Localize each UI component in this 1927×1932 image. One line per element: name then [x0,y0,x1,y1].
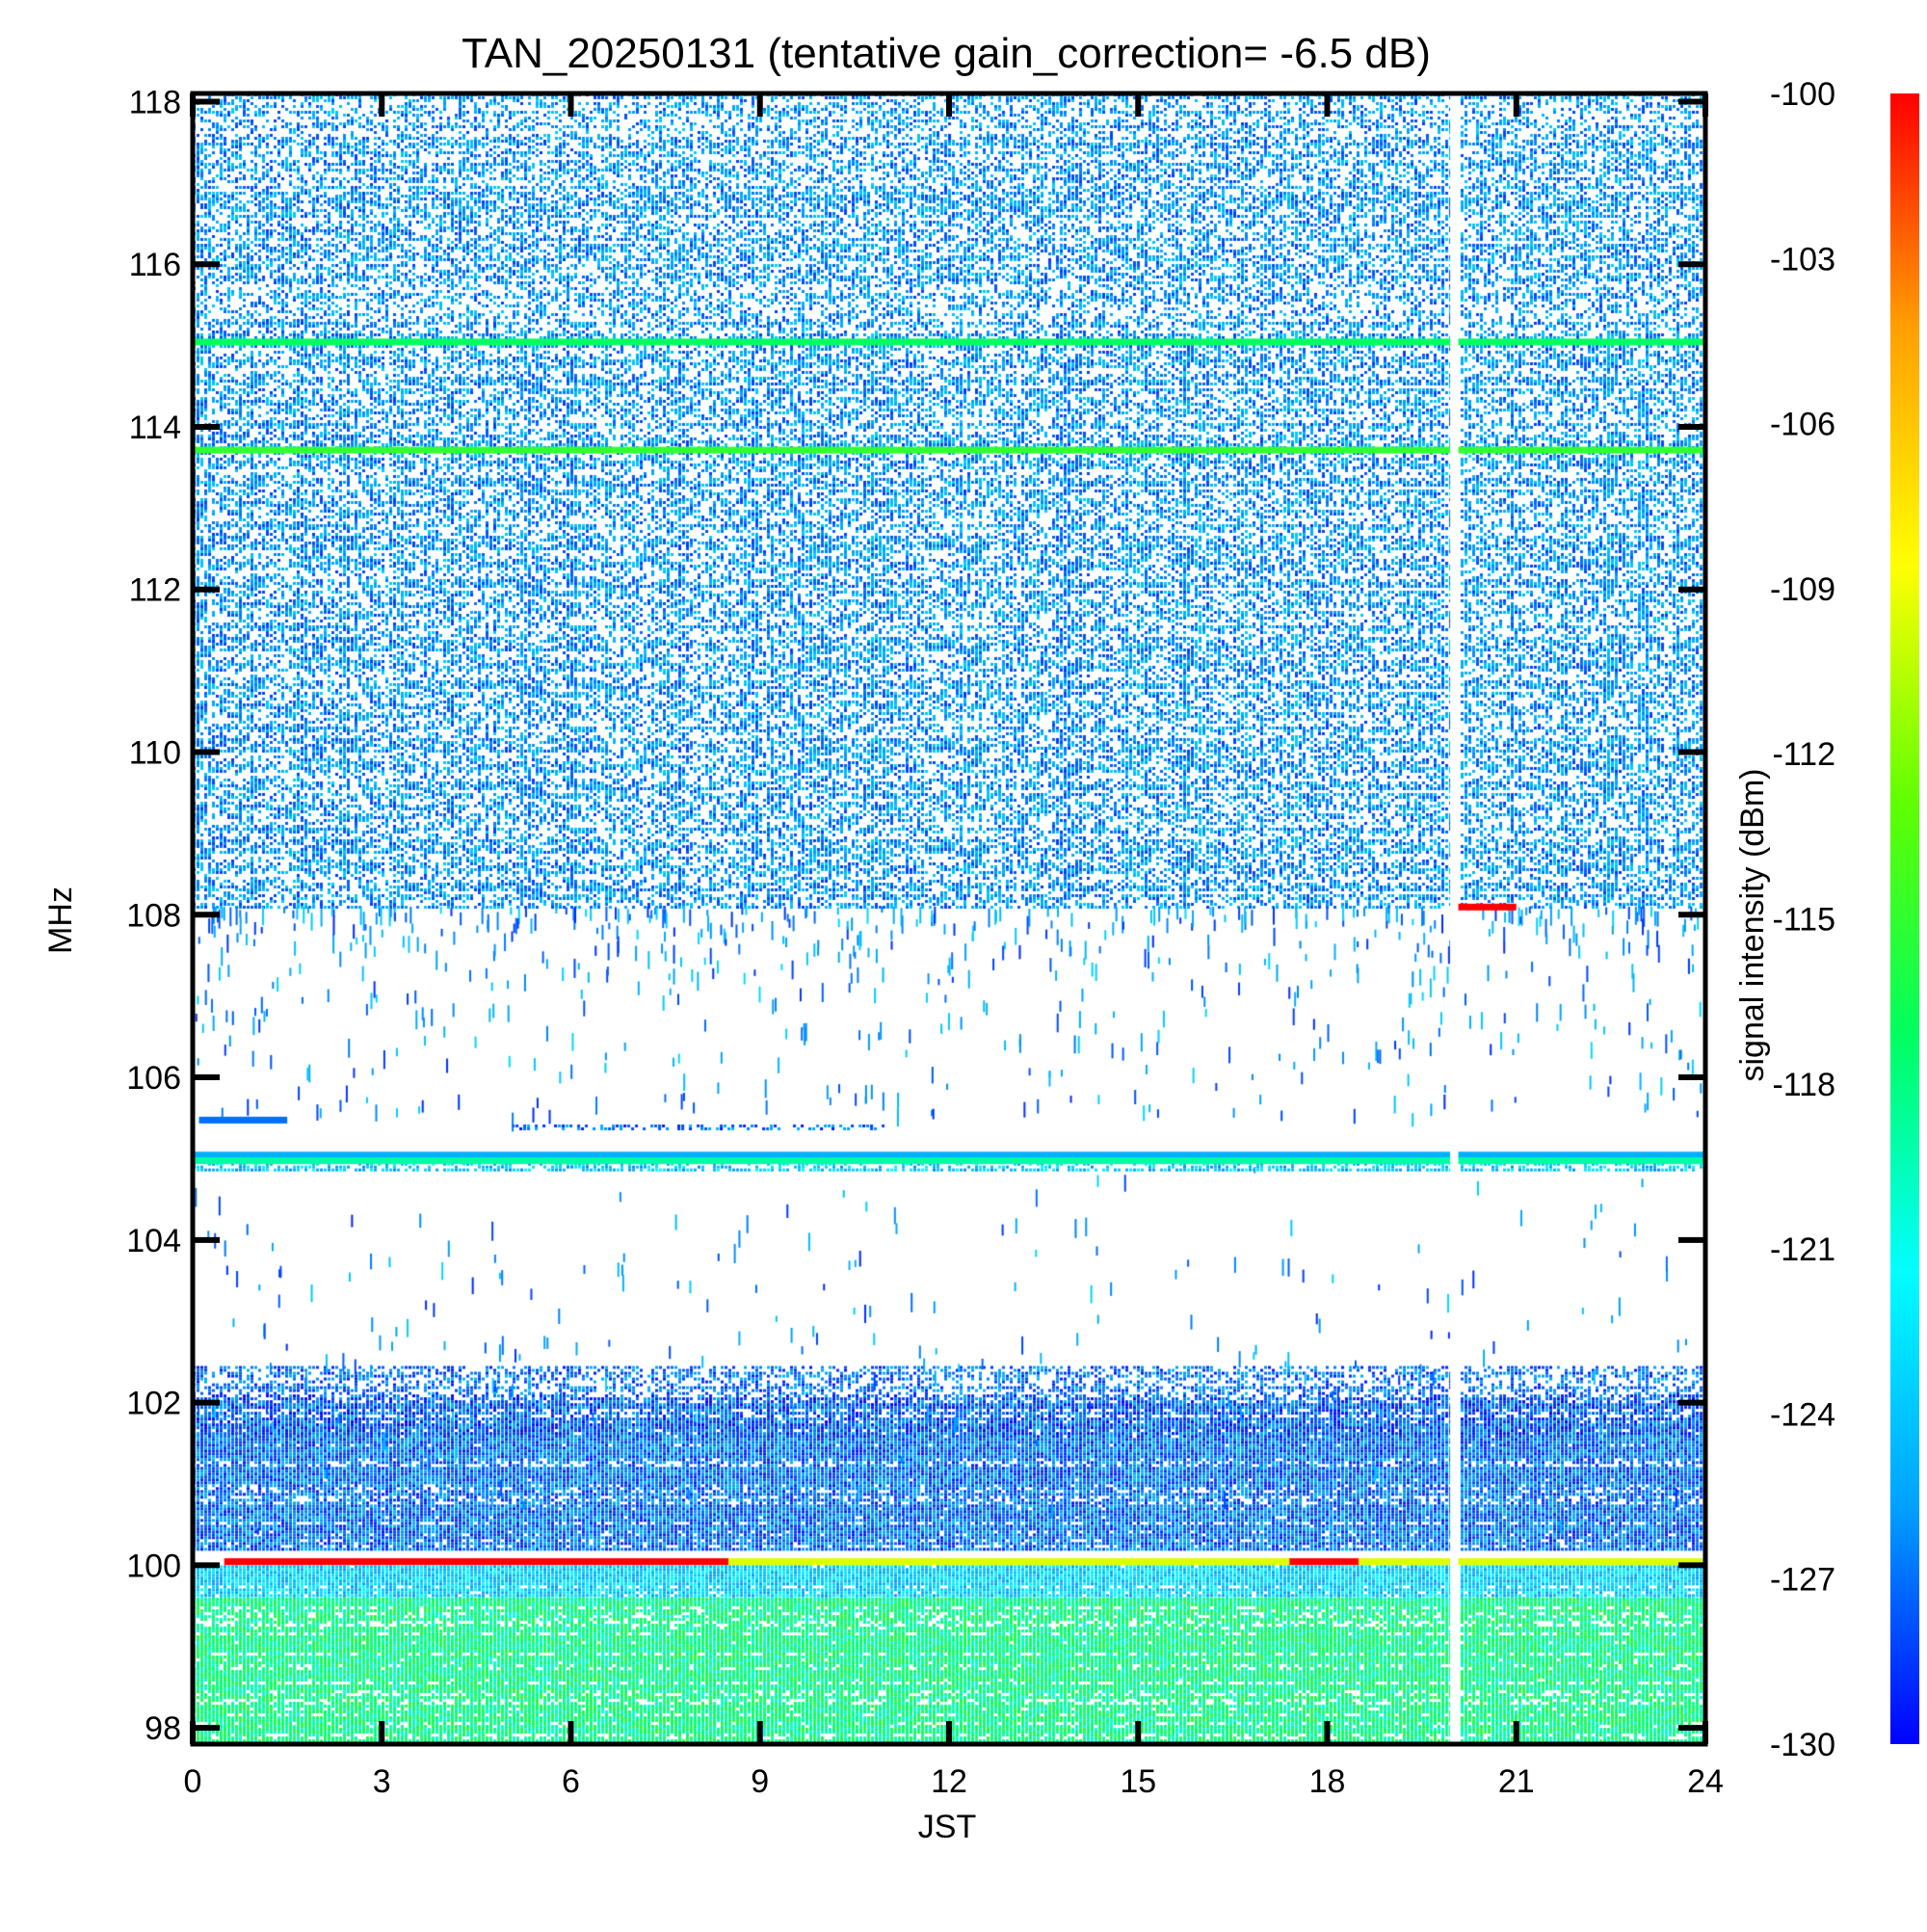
y-tick-label: 116 [129,247,181,283]
y-tick-label: 114 [129,410,181,446]
colorbar-tick-label: -100 [1770,76,1835,113]
colorbar-tick-label: -118 [1772,1067,1835,1103]
x-tick-label: 3 [373,1763,391,1800]
chart-title: TAN_20250131 (tentative gain_correction=… [462,30,1431,77]
x-tick-label: 12 [931,1763,967,1800]
y-tick-label: 112 [129,572,181,609]
x-tick-label: 0 [184,1763,202,1800]
colorbar-tick-label: -112 [1772,736,1835,773]
colorbar-tick-label: -109 [1770,571,1835,608]
y-tick-label: 110 [129,735,181,772]
y-tick-label: 106 [126,1060,181,1097]
spectrogram-raster [193,93,1705,1744]
x-axis-label: JST [918,1809,976,1845]
colorbar-tick-label: -127 [1770,1562,1835,1599]
colorbar-tick-label: -121 [1770,1231,1835,1268]
x-tick-label: 24 [1687,1763,1724,1800]
colorbar-tick-label: -106 [1770,407,1835,443]
plot-area [190,91,1708,1747]
colorbar-label: signal intensity (dBm) [1734,768,1771,1081]
colorbar-tick-label: -130 [1770,1727,1835,1763]
y-tick-label: 118 [129,84,181,120]
colorbar-tick-label: -124 [1770,1396,1835,1433]
y-tick-label: 104 [126,1223,181,1259]
y-tick-label: 108 [126,897,181,934]
y-tick-label: 100 [126,1548,181,1584]
x-tick-label: 6 [562,1763,580,1800]
colorbar-gradient [1890,93,1919,1744]
y-tick-label: 102 [126,1386,181,1422]
x-axis: 0 3 6 9 12 15 18 21 24 [184,93,1724,1800]
y-tick-label: 98 [145,1710,181,1747]
colorbar-tick-label: -103 [1770,241,1835,278]
x-tick-label: 18 [1309,1763,1346,1800]
colorbar: -100 -103 -106 -109 -112 -115 -118 -121 -124 -127… [1770,76,1919,1763]
x-tick-label: 21 [1498,1763,1535,1800]
colorbar-tick-label: -115 [1772,902,1835,939]
x-tick-label: 9 [751,1763,769,1800]
x-tick-label: 15 [1120,1763,1156,1800]
y-axis: 98 100 102 104 106 108 110 112 114 116 118 [126,84,1705,1747]
y-axis-label: MHz [42,887,79,954]
